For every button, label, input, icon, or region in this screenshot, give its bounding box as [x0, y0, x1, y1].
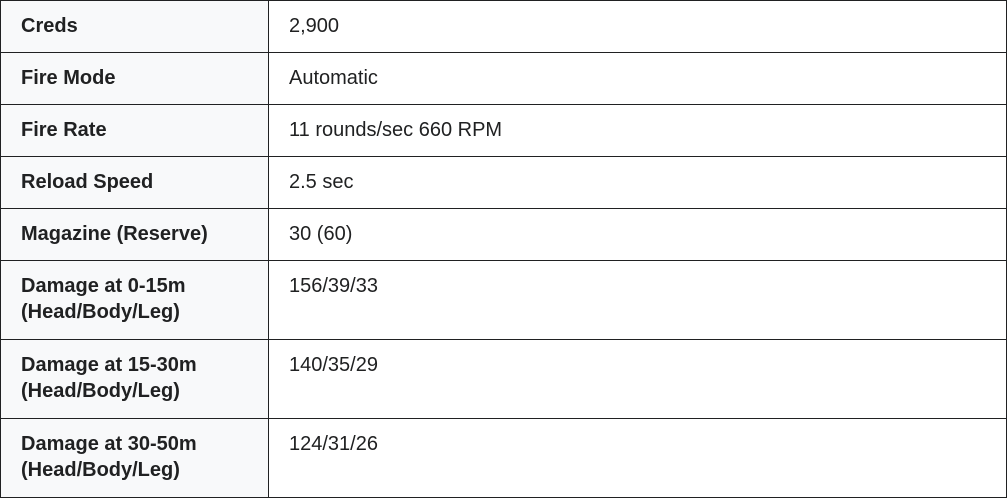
table-row: Magazine (Reserve) 30 (60)	[0, 208, 1007, 261]
stat-label: Damage at 30-50m (Head/Body/Leg)	[0, 418, 269, 498]
stat-value: 30 (60)	[268, 208, 1007, 261]
stat-label: Creds	[0, 0, 269, 53]
table-row: Damage at 0-15m (Head/Body/Leg) 156/39/33	[0, 260, 1007, 340]
stat-label-text: Creds	[21, 15, 78, 37]
stat-value: 124/31/26	[268, 418, 1007, 498]
stat-label: Fire Rate	[0, 104, 269, 157]
stat-label-text: Magazine (Reserve)	[21, 223, 208, 245]
table-row: Fire Mode Automatic	[0, 52, 1007, 105]
stat-label-text: Damage at 0-15m	[21, 275, 186, 297]
table-row: Fire Rate 11 rounds/sec 660 RPM	[0, 104, 1007, 157]
stat-label-text: Fire Rate	[21, 119, 107, 141]
stat-value: 140/35/29	[268, 339, 1007, 419]
stat-label: Magazine (Reserve)	[0, 208, 269, 261]
stat-value: 2.5 sec	[268, 156, 1007, 209]
stat-value: Automatic	[268, 52, 1007, 105]
table-row: Creds 2,900	[0, 0, 1007, 53]
stat-label: Damage at 0-15m (Head/Body/Leg)	[0, 260, 269, 340]
stat-value: 2,900	[268, 0, 1007, 53]
table-row: Damage at 30-50m (Head/Body/Leg) 124/31/26	[0, 418, 1007, 498]
table-row: Reload Speed 2.5 sec	[0, 156, 1007, 209]
stat-label-text: Damage at 30-50m	[21, 433, 197, 455]
stat-label-text: Reload Speed	[21, 171, 154, 193]
table-row: Damage at 15-30m (Head/Body/Leg) 140/35/29	[0, 339, 1007, 419]
stat-label-sub: (Head/Body/Leg)	[21, 380, 180, 402]
stat-label-text: Fire Mode	[21, 67, 116, 89]
stat-label-sub: (Head/Body/Leg)	[21, 301, 180, 323]
stat-label-text: Damage at 15-30m	[21, 354, 197, 376]
stat-label: Reload Speed	[0, 156, 269, 209]
stat-label: Fire Mode	[0, 52, 269, 105]
stat-label-sub: (Head/Body/Leg)	[21, 459, 180, 481]
stat-label: Damage at 15-30m (Head/Body/Leg)	[0, 339, 269, 419]
stat-value: 156/39/33	[268, 260, 1007, 340]
stat-value: 11 rounds/sec 660 RPM	[268, 104, 1007, 157]
